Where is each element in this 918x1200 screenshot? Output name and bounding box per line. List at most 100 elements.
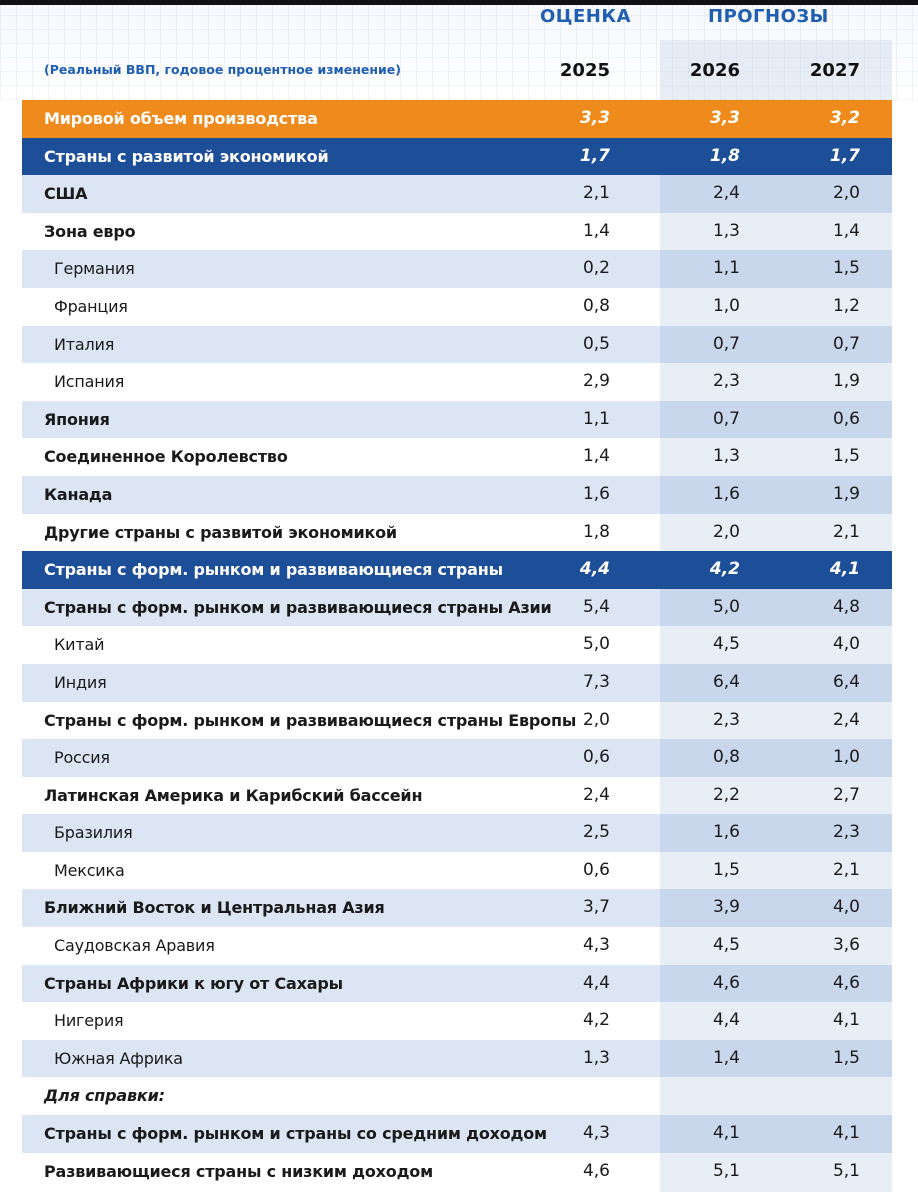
forecast-cell-shade (660, 250, 892, 288)
value-2027: 0,7 (832, 333, 860, 354)
value-2026: 5,0 (712, 596, 740, 617)
forecast-cell-shade (660, 964, 892, 1003)
forecast-cell-shade (660, 814, 892, 852)
value-2025: 3,7 (582, 897, 610, 918)
value-2025: 2,1 (582, 183, 610, 204)
row-label: Страны Африки к югу от Сахары (44, 973, 343, 993)
row-label: Страны с форм. рынком и развивающиеся ст… (44, 710, 577, 730)
value-2027: 4,0 (832, 897, 860, 918)
value-2027: 1,9 (832, 371, 860, 392)
table-row: Франция 0,8 1,0 1,2 (22, 288, 892, 326)
table-row: Бразилия 2,5 1,6 2,3 (22, 814, 892, 852)
value-2026: 4,2 (709, 559, 740, 580)
value-2025: 4,4 (579, 559, 610, 580)
value-2027: 1,5 (832, 258, 860, 279)
value-2025: 2,4 (582, 784, 610, 805)
value-2025: 2,0 (582, 709, 610, 730)
value-2027: 0,6 (832, 408, 860, 429)
value-2026: 0,7 (712, 333, 740, 354)
row-label: Страны с форм. рынком и развивающиеся ст… (44, 597, 552, 617)
value-2026: 1,6 (712, 483, 740, 504)
row-label: Ближний Восток и Центральная Азия (44, 898, 385, 918)
value-2025: 4,3 (582, 1123, 610, 1144)
value-2027: 2,1 (832, 521, 860, 542)
value-2025: 4,6 (582, 1160, 610, 1181)
value-2027: 3,2 (829, 108, 860, 128)
row-label: Индия (54, 672, 107, 692)
row-label: Япония (44, 409, 110, 429)
value-2025: 0,5 (582, 333, 610, 354)
table-row: Мировой объем производства 3,3 3,3 3,2 (22, 100, 892, 138)
value-2026: 6,4 (712, 671, 740, 692)
row-label: Италия (54, 334, 115, 354)
row-label: Страны с развитой экономикой (44, 146, 329, 166)
table-row: Ближний Восток и Центральная Азия 3,7 3,9 4… (22, 889, 892, 928)
row-label: Мировой объем производства (44, 109, 318, 128)
row-label: Нигерия (54, 1011, 124, 1031)
value-2026: 4,4 (712, 1010, 740, 1031)
row-label: Саудовская Аравия (54, 936, 215, 956)
table-row: США 2,1 2,4 2,0 (22, 175, 892, 213)
row-label: Зона евро (44, 221, 136, 241)
table-row: Россия 0,6 0,8 1,0 (22, 739, 892, 777)
row-label: Канада (44, 484, 113, 504)
value-2025: 1,4 (582, 220, 610, 241)
value-2027: 4,1 (832, 1010, 860, 1031)
row-label: Россия (54, 748, 110, 768)
top-edge-bar (0, 0, 918, 5)
value-2026: 2,3 (712, 709, 740, 730)
value-2026: 4,5 (712, 935, 740, 956)
value-2027: 1,2 (832, 295, 860, 316)
value-2026: 4,1 (712, 1123, 740, 1144)
table-row: Саудовская Аравия 4,3 4,5 3,6 (22, 927, 892, 965)
value-2027: 4,0 (832, 634, 860, 655)
value-2025: 0,6 (582, 747, 610, 768)
table-row: Индия 7,3 6,4 6,4 (22, 663, 892, 702)
table-row: Страны с развитой экономикой 1,7 1,8 1,7 (22, 137, 892, 176)
year-header-2026: 2026 (689, 60, 740, 81)
value-2026: 1,3 (712, 446, 740, 467)
row-label: Мексика (54, 860, 125, 880)
value-2025: 0,6 (582, 859, 610, 880)
value-2025: 5,0 (582, 634, 610, 655)
forecast-cell-shade (660, 588, 892, 627)
forecast-cell-shade (660, 1039, 892, 1078)
value-2026: 1,4 (712, 1047, 740, 1068)
table-row: Развивающиеся страны с низким доходом 4,6… (22, 1153, 892, 1191)
value-2026: 1,0 (712, 295, 740, 316)
value-2027: 1,4 (832, 220, 860, 241)
forecast-cell-shade (660, 175, 892, 213)
forecast-cell-shade (660, 1077, 892, 1115)
table-row: Нигерия 4,2 4,4 4,1 (22, 1002, 892, 1040)
value-2025: 1,3 (582, 1047, 610, 1068)
value-2027: 4,1 (832, 1123, 860, 1144)
estimate-group-label: ОЦЕНКА (540, 6, 632, 27)
value-2025: 0,8 (582, 295, 610, 316)
value-2027: 3,6 (832, 935, 860, 956)
value-2026: 1,1 (712, 258, 740, 279)
value-2026: 2,0 (712, 521, 740, 542)
value-2027: 1,5 (832, 446, 860, 467)
value-2026: 1,8 (709, 145, 740, 166)
value-2027: 2,7 (832, 784, 860, 805)
table-row: Для справки: (22, 1077, 892, 1115)
forecast-cell-shade (660, 400, 892, 439)
table-row: Страны с форм. рынком и развивающиеся ст… (22, 588, 892, 627)
value-2027: 1,5 (832, 1047, 860, 1068)
value-2027: 2,1 (832, 859, 860, 880)
value-2026: 2,2 (712, 784, 740, 805)
row-label: Бразилия (54, 823, 133, 843)
value-2025: 7,3 (582, 671, 610, 692)
header-background (0, 5, 918, 100)
value-2027: 4,1 (829, 559, 860, 580)
row-label: Соединенное Королевство (44, 447, 288, 467)
value-2025: 1,6 (582, 483, 610, 504)
table-row: Соединенное Королевство 1,4 1,3 1,5 (22, 438, 892, 476)
value-2027: 6,4 (832, 671, 860, 692)
table-row: Китай 5,0 4,5 4,0 (22, 626, 892, 664)
value-2025: 1,8 (582, 521, 610, 542)
forecast-cell-shade (660, 325, 892, 364)
value-2025: 5,4 (582, 596, 610, 617)
value-2026: 4,6 (712, 972, 740, 993)
value-2026: 3,3 (709, 108, 740, 128)
